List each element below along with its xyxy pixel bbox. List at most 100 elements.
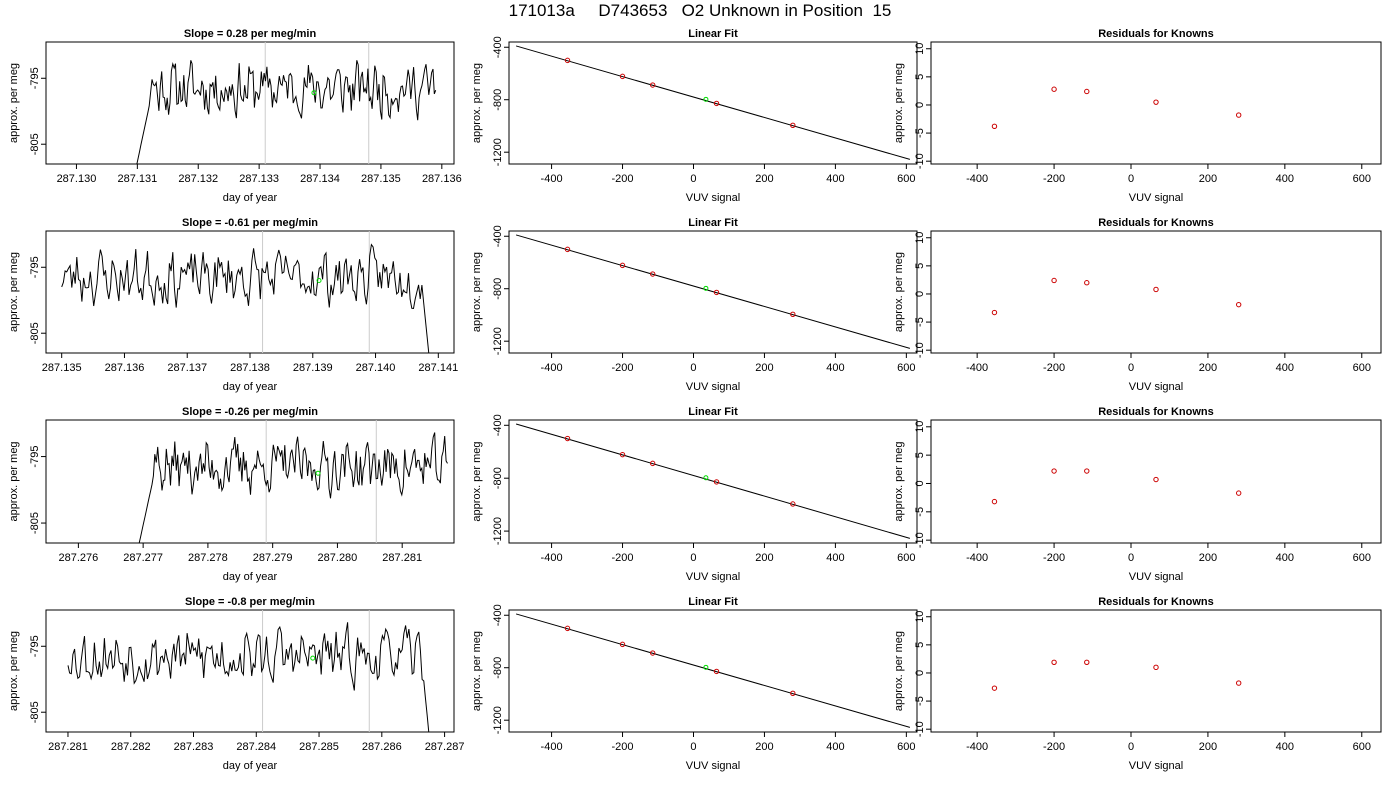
- panel-3: Residuals for Knowns -400 -200 0 200 400 600 -1…: [893, 28, 1382, 204]
- known-point: [991, 123, 998, 130]
- unknown-point: [703, 475, 709, 481]
- panel-title: Linear Fit: [688, 596, 738, 608]
- x-tick-label: 400: [1276, 552, 1294, 564]
- x-tick-label: 200: [755, 741, 773, 753]
- x-tick-label: 400: [1276, 741, 1294, 753]
- x-tick-label: 287.136: [105, 362, 145, 374]
- x-tick-label: 600: [897, 552, 915, 564]
- plot-area: [515, 45, 911, 160]
- plot-area: [136, 42, 437, 164]
- plot-frame: [45, 419, 455, 544]
- plot-frame: [508, 41, 918, 165]
- x-tick-label: 200: [755, 173, 773, 185]
- x-tick-label: -200: [612, 552, 634, 564]
- fit-line: [515, 423, 911, 539]
- x-tick-label: -400: [541, 173, 563, 185]
- x-tick-label: 400: [826, 362, 844, 374]
- plot-area: [515, 613, 911, 728]
- plot-area: [67, 610, 430, 732]
- x-axis-label: VUV signal: [686, 760, 740, 772]
- y-tick-label: -795: [29, 446, 41, 468]
- x-tick-label: -200: [612, 173, 634, 185]
- x-axis-label: day of year: [223, 571, 278, 583]
- plot-frame: [45, 609, 455, 733]
- panel-9: Residuals for Knowns -400 -200 0 200 400 600 -1…: [893, 406, 1382, 583]
- known-point: [1235, 301, 1242, 308]
- y-tick-label: -795: [29, 67, 41, 89]
- y-tick-label: 0: [914, 102, 926, 108]
- x-tick-label: 600: [1353, 362, 1371, 374]
- x-tick-label: -400: [966, 552, 988, 564]
- known-point: [1084, 280, 1090, 286]
- panel-title: Residuals for Knowns: [1098, 217, 1214, 229]
- panel-12: Residuals for Knowns -400 -200 0 200 400 600 -1…: [893, 596, 1382, 772]
- x-tick-label: 287.135: [361, 173, 401, 185]
- x-axis-label: VUV signal: [1129, 381, 1183, 393]
- x-tick-label: -200: [1043, 362, 1065, 374]
- panel-title: Linear Fit: [688, 28, 738, 40]
- x-tick-label: 0: [1128, 173, 1134, 185]
- unknown-point: [703, 96, 709, 102]
- known-point: [1084, 468, 1090, 474]
- plot-area: [61, 231, 430, 353]
- x-tick-label: 287.140: [356, 362, 396, 374]
- known-point: [1051, 659, 1057, 665]
- x-tick-label: -400: [541, 362, 563, 374]
- x-tick-label: -200: [1043, 173, 1065, 185]
- plot-frame: [930, 41, 1382, 165]
- y-tick-label: 5: [914, 642, 926, 648]
- x-tick-label: 287.278: [188, 552, 228, 564]
- y-tick-label: -400: [492, 225, 504, 247]
- unknown-point: [316, 277, 322, 283]
- x-tick-label: 600: [897, 173, 915, 185]
- x-tick-label: 0: [690, 741, 696, 753]
- signal-trace: [138, 432, 448, 543]
- y-tick-label: -5: [914, 317, 926, 327]
- plot-area: [991, 468, 1242, 505]
- x-tick-label: -200: [1043, 741, 1065, 753]
- known-point: [1084, 88, 1090, 95]
- y-tick-label: -805: [29, 322, 41, 344]
- panel-6: Residuals for Knowns -400 -200 0 200 400 600 -1…: [893, 217, 1382, 393]
- known-point: [649, 82, 656, 88]
- x-tick-label: -400: [966, 362, 988, 374]
- panel-title: Slope = 0.28 per meg/min: [184, 28, 317, 40]
- y-tick-label: -1200: [492, 327, 504, 355]
- y-tick-label: 5: [914, 74, 926, 80]
- x-axis-label: VUV signal: [686, 571, 740, 583]
- x-tick-label: 400: [826, 741, 844, 753]
- x-tick-label: 200: [1199, 741, 1217, 753]
- x-tick-label: 287.280: [318, 552, 358, 564]
- y-tick-label: -10: [914, 532, 926, 548]
- known-point: [619, 641, 626, 648]
- known-point: [1084, 659, 1090, 665]
- x-tick-label: 287.138: [230, 362, 270, 374]
- y-tick-label: -10: [914, 153, 926, 169]
- x-tick-label: 287.287: [425, 741, 465, 753]
- known-point: [1051, 277, 1057, 284]
- x-tick-label: 400: [826, 173, 844, 185]
- x-tick-label: 287.132: [178, 173, 218, 185]
- known-point: [564, 435, 571, 442]
- x-tick-label: 200: [1199, 552, 1217, 564]
- y-tick-label: -400: [492, 604, 504, 626]
- x-tick-label: 287.134: [300, 173, 340, 185]
- plot-area: [515, 423, 911, 539]
- known-point: [564, 246, 571, 253]
- y-tick-label: 0: [914, 480, 926, 486]
- x-tick-label: 600: [897, 741, 915, 753]
- x-tick-label: 287.281: [382, 552, 422, 564]
- panel-title: Slope = -0.8 per meg/min: [185, 596, 315, 608]
- panel-title: Slope = -0.61 per meg/min: [182, 217, 318, 229]
- y-axis-label: approx. per meg: [471, 631, 483, 711]
- y-tick-label: -805: [29, 512, 41, 534]
- x-tick-label: -200: [612, 362, 634, 374]
- y-tick-label: -800: [492, 657, 504, 679]
- panel-4: Slope = -0.61 per meg/min 287.135 287.136 2…: [8, 217, 458, 393]
- panel-7: Slope = -0.26 per meg/min 287.276 287.277 2…: [8, 406, 455, 583]
- x-axis-label: day of year: [223, 192, 278, 204]
- panel-title: Residuals for Knowns: [1098, 28, 1214, 40]
- panel-title: Residuals for Knowns: [1098, 596, 1214, 608]
- x-tick-label: 287.141: [418, 362, 458, 374]
